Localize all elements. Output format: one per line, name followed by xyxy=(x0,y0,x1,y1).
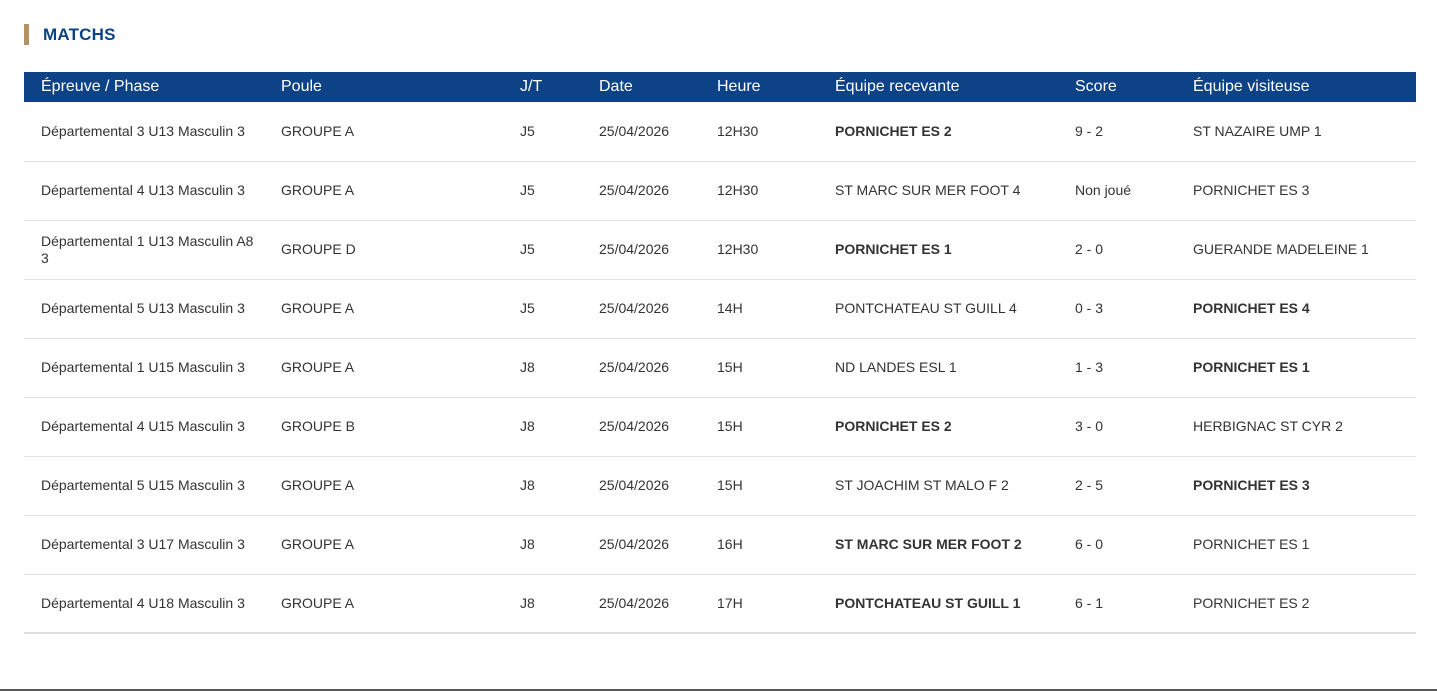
table-row[interactable]: Départemental 1 U13 Masculin A8 3 GROUPE … xyxy=(24,220,1416,279)
cell-epreuve: Départemental 4 U18 Masculin 3 xyxy=(41,594,245,611)
cell-score: Non joué xyxy=(1075,182,1132,198)
cell-jt: J5 xyxy=(520,182,535,198)
cell-equipe-visiteuse: PORNICHET ES 1 xyxy=(1193,359,1310,375)
cell-jt: J8 xyxy=(520,418,535,434)
cell-date: 25/04/2026 xyxy=(599,536,670,552)
cell-equipe-visiteuse: PORNICHET ES 3 xyxy=(1193,182,1310,198)
cell-jt: J8 xyxy=(520,359,535,375)
cell-date: 25/04/2026 xyxy=(599,300,670,316)
col-header-heure: Heure xyxy=(717,78,761,95)
cell-date: 25/04/2026 xyxy=(599,477,670,493)
cell-heure: 17H xyxy=(717,594,743,611)
table-row[interactable]: Départemental 3 U17 Masculin 3 GROUPE A J8… xyxy=(24,515,1416,574)
table-row[interactable]: Départemental 5 U13 Masculin 3 GROUPE A J5… xyxy=(24,279,1416,338)
cell-date: 25/04/2026 xyxy=(599,182,670,198)
cell-epreuve: Départemental 1 U13 Masculin A8 3 xyxy=(41,232,254,266)
cell-heure: 15H xyxy=(717,418,743,434)
cell-score: 3 - 0 xyxy=(1075,418,1104,434)
cell-score: 6 - 0 xyxy=(1075,536,1104,552)
cell-poule: GROUPE A xyxy=(281,122,355,139)
cell-epreuve: Départemental 4 U13 Masculin 3 xyxy=(41,182,245,198)
cell-heure: 12H30 xyxy=(717,241,759,257)
cell-heure: 12H30 xyxy=(717,182,759,198)
cell-heure: 15H xyxy=(717,477,743,493)
cell-equipe-recevante: PORNICHET ES 2 xyxy=(835,122,952,139)
cell-equipe-recevante: ST MARC SUR MER FOOT 4 xyxy=(835,182,1021,198)
cell-score: 0 - 3 xyxy=(1075,300,1104,316)
cell-equipe-recevante: ST JOACHIM ST MALO F 2 xyxy=(835,477,1009,493)
table-row[interactable]: Départemental 4 U15 Masculin 3 GROUPE B J8… xyxy=(24,397,1416,456)
cell-equipe-visiteuse: ST NAZAIRE UMP 1 xyxy=(1193,122,1322,139)
cell-jt: J8 xyxy=(520,477,535,493)
table-row[interactable]: Départemental 3 U13 Masculin 3 GROUPE A J5… xyxy=(24,102,1416,161)
cell-score: 2 - 5 xyxy=(1075,477,1104,493)
cell-poule: GROUPE A xyxy=(281,359,355,375)
cell-epreuve: Départemental 3 U17 Masculin 3 xyxy=(41,536,245,552)
cell-epreuve: Départemental 1 U15 Masculin 3 xyxy=(41,359,245,375)
cell-score: 2 - 0 xyxy=(1075,241,1104,257)
cell-date: 25/04/2026 xyxy=(599,359,670,375)
cell-epreuve: Départemental 3 U13 Masculin 3 xyxy=(41,122,245,139)
cell-date: 25/04/2026 xyxy=(599,594,670,611)
cell-equipe-recevante: PORNICHET ES 2 xyxy=(835,418,952,434)
col-header-epreuve: Épreuve / Phase xyxy=(41,78,160,95)
cell-epreuve: Départemental 4 U15 Masculin 3 xyxy=(41,418,245,434)
cell-poule: GROUPE A xyxy=(281,594,355,611)
cell-poule: GROUPE B xyxy=(281,418,355,434)
table-row[interactable]: Départemental 5 U15 Masculin 3 GROUPE A J8… xyxy=(24,456,1416,515)
cell-equipe-recevante: PORNICHET ES 1 xyxy=(835,241,952,257)
table-body: Départemental 3 U13 Masculin 3 GROUPE A J5… xyxy=(24,102,1416,633)
table-row[interactable]: Départemental 4 U18 Masculin 3 GROUPE A J8… xyxy=(24,574,1416,633)
col-header-equipe-recevante: Équipe recevante xyxy=(835,78,960,95)
cell-poule: GROUPE A xyxy=(281,182,355,198)
cell-equipe-visiteuse: HERBIGNAC ST CYR 2 xyxy=(1193,418,1343,434)
cell-poule: GROUPE A xyxy=(281,536,355,552)
col-header-score: Score xyxy=(1075,78,1117,95)
cell-equipe-visiteuse: PORNICHET ES 2 xyxy=(1193,594,1310,611)
cell-score: 9 - 2 xyxy=(1075,122,1104,139)
window-bottom-border xyxy=(0,689,1437,691)
table-row[interactable]: Départemental 4 U13 Masculin 3 GROUPE A J5… xyxy=(24,161,1416,220)
col-header-poule: Poule xyxy=(281,78,322,95)
table-row[interactable]: Départemental 1 U15 Masculin 3 GROUPE A J8… xyxy=(24,338,1416,397)
cell-epreuve: Départemental 5 U15 Masculin 3 xyxy=(41,477,245,493)
cell-jt: J8 xyxy=(520,536,535,552)
cell-date: 25/04/2026 xyxy=(599,122,670,139)
col-header-date: Date xyxy=(599,78,633,95)
cell-jt: J5 xyxy=(520,241,535,257)
cell-heure: 15H xyxy=(717,359,743,375)
cell-jt: J8 xyxy=(520,594,535,611)
cell-jt: J5 xyxy=(520,122,535,139)
table-header-row: Épreuve / Phase Poule J/T Date Heure Équ… xyxy=(24,72,1416,102)
cell-equipe-visiteuse: PORNICHET ES 3 xyxy=(1193,477,1310,493)
cell-poule: GROUPE D xyxy=(281,241,356,257)
cell-epreuve: Départemental 5 U13 Masculin 3 xyxy=(41,300,245,316)
cell-heure: 12H30 xyxy=(717,122,759,139)
cell-poule: GROUPE A xyxy=(281,300,355,316)
title-accent-bar xyxy=(24,24,29,45)
matches-table: Épreuve / Phase Poule J/T Date Heure Équ… xyxy=(24,72,1416,634)
cell-score: 6 - 1 xyxy=(1075,594,1104,611)
cell-date: 25/04/2026 xyxy=(599,418,670,434)
cell-equipe-recevante: ST MARC SUR MER FOOT 2 xyxy=(835,536,1022,552)
col-header-jt: J/T xyxy=(520,78,543,95)
section-title: MATCHS xyxy=(43,24,116,44)
col-header-equipe-visiteuse: Équipe visiteuse xyxy=(1193,78,1310,95)
cell-equipe-visiteuse: PORNICHET ES 4 xyxy=(1193,300,1310,316)
cell-equipe-recevante: PONTCHATEAU ST GUILL 4 xyxy=(835,300,1017,316)
cell-equipe-recevante: ND LANDES ESL 1 xyxy=(835,359,957,375)
cell-heure: 14H xyxy=(717,300,743,316)
cell-date: 25/04/2026 xyxy=(599,241,670,257)
cell-score: 1 - 3 xyxy=(1075,359,1104,375)
cell-equipe-visiteuse: GUERANDE MADELEINE 1 xyxy=(1193,241,1369,257)
section-header: MATCHS xyxy=(24,24,116,45)
cell-heure: 16H xyxy=(717,536,743,552)
cell-poule: GROUPE A xyxy=(281,477,355,493)
cell-equipe-visiteuse: PORNICHET ES 1 xyxy=(1193,536,1310,552)
cell-equipe-recevante: PONTCHATEAU ST GUILL 1 xyxy=(835,594,1021,611)
cell-jt: J5 xyxy=(520,300,535,316)
